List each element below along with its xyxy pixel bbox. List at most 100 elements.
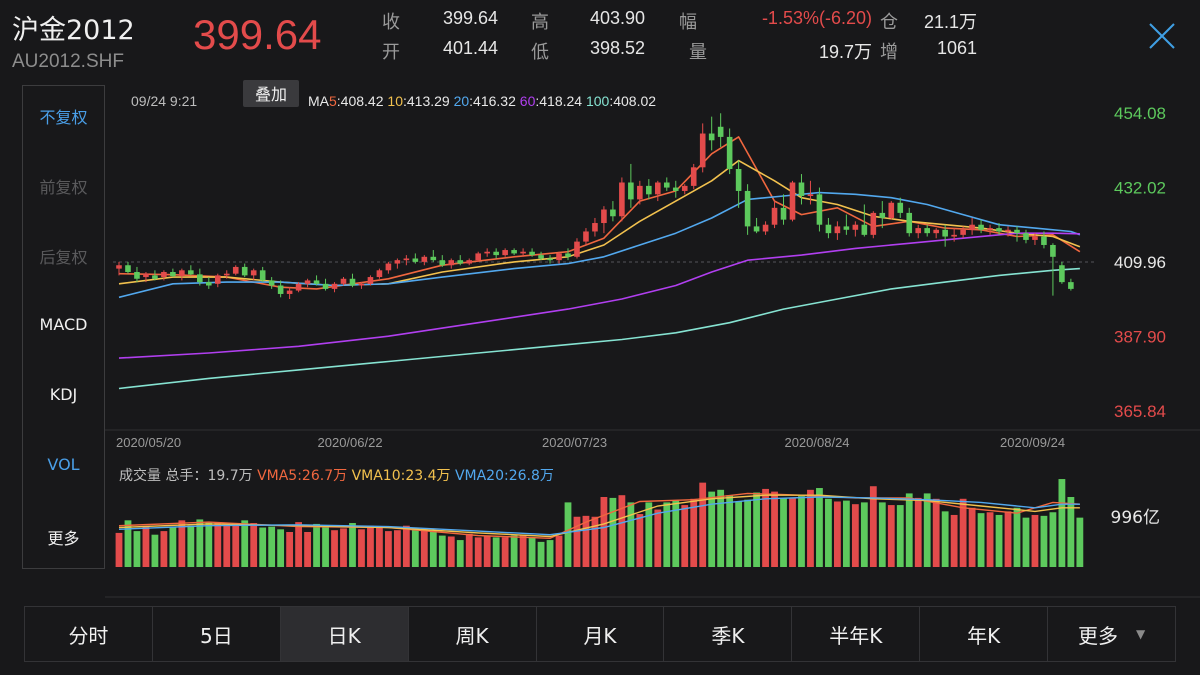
candle-body <box>592 223 598 232</box>
candle <box>134 266 140 283</box>
tab-monthly[interactable]: 月K <box>537 607 665 661</box>
candle <box>834 221 841 240</box>
candle-body <box>843 226 850 230</box>
candle-body <box>969 224 975 230</box>
candle-body <box>834 226 841 234</box>
tab-yearly[interactable]: 年K <box>920 607 1049 661</box>
candle <box>655 180 661 202</box>
volume-bar <box>1031 514 1039 567</box>
candle <box>529 248 535 257</box>
candle <box>286 287 293 300</box>
overlay-button-bg <box>243 80 299 107</box>
stat-label-high: 高 <box>531 12 549 33</box>
volume-bar <box>762 488 769 567</box>
candle <box>520 248 526 257</box>
price-axis-label: 365.84 <box>1114 402 1166 421</box>
volume-bar <box>492 537 500 567</box>
volume-bar <box>178 520 186 567</box>
tab-label: 5日 <box>199 623 233 648</box>
candle <box>951 228 957 242</box>
tab-more[interactable]: 更多 ▼ <box>1048 607 1175 661</box>
candle-body <box>547 258 553 261</box>
candle-body <box>421 256 428 262</box>
side-item-backward-adjust[interactable]: 后复权 <box>39 248 88 267</box>
candle-body <box>340 278 347 284</box>
volume-bar <box>654 509 662 567</box>
side-item-kdj[interactable]: KDJ <box>49 385 78 404</box>
candle <box>457 255 464 266</box>
candle <box>717 113 724 148</box>
candle <box>412 253 419 264</box>
side-item-no-adjust[interactable]: 不复权 <box>39 108 88 127</box>
volume-legend-part: VMA20:26.8万 <box>455 468 554 484</box>
candle-body <box>277 285 284 294</box>
volume-bar <box>196 519 204 567</box>
candle <box>268 277 275 289</box>
candle <box>403 255 410 266</box>
kline-chart[interactable]: 454.08 432.02 409.96 387.90 365.84 2020/05/20… <box>0 0 1200 600</box>
volume-bar <box>510 535 518 567</box>
candle-body <box>744 190 751 227</box>
tab-label: 季K <box>711 623 745 648</box>
volume-bar <box>825 498 832 567</box>
candle <box>924 224 930 237</box>
ma-legend-part: MA <box>308 93 330 109</box>
volume-bar <box>744 499 751 567</box>
tab-half-year[interactable]: 半年K <box>792 607 921 661</box>
volume-bar <box>411 527 419 567</box>
volume-bar <box>573 516 581 567</box>
candle-body <box>996 228 1002 232</box>
volume-bar <box>268 526 276 567</box>
candle-body <box>520 251 526 254</box>
tab-weekly[interactable]: 周K <box>409 607 537 661</box>
candle-body <box>457 260 464 264</box>
candle-body <box>232 266 239 274</box>
candle <box>583 228 589 245</box>
candle-body <box>753 226 760 232</box>
price-axis-label: 432.02 <box>1114 179 1166 198</box>
volume-bar <box>304 532 311 567</box>
side-item-forward-adjust[interactable]: 前复权 <box>39 178 88 197</box>
candle-body <box>403 258 410 261</box>
candle-body <box>152 275 158 279</box>
volume-legend: 成交量 总手：19.7万 VMA5:26.7万 VMA10:23.4万 VMA2… <box>119 467 554 484</box>
candle-body <box>762 224 769 232</box>
side-item-more[interactable]: 更多 <box>47 529 80 548</box>
side-item-macd[interactable]: MACD <box>39 315 88 334</box>
volume-bar <box>789 497 796 567</box>
candle <box>969 217 975 235</box>
candle <box>690 163 697 190</box>
tab-label: 更多 <box>1077 623 1118 648</box>
tab-quarterly[interactable]: 季K <box>664 607 793 661</box>
candle <box>322 278 329 291</box>
tab-label: 分时 <box>68 623 109 648</box>
tab-daily[interactable]: 日K <box>280 607 409 661</box>
stat-value-open: 401.44 <box>442 38 498 58</box>
candle-body <box>430 256 437 261</box>
side-item-vol[interactable]: VOL <box>47 455 80 474</box>
candle-body <box>394 260 401 264</box>
candle-body <box>116 265 122 269</box>
tab-intraday[interactable]: 分时 <box>25 607 153 661</box>
candle <box>493 248 499 259</box>
candle-body <box>1041 236 1047 245</box>
volume-bar <box>735 501 743 567</box>
tab-5day[interactable]: 5日 <box>153 607 281 661</box>
volume-bar <box>780 497 787 567</box>
candle-body <box>628 182 634 200</box>
tab-label: 日K <box>327 623 361 648</box>
candle-body <box>924 228 930 234</box>
volume-bar <box>753 492 760 567</box>
instrument-code: AU2012.SHF <box>12 51 124 72</box>
candle-body <box>690 167 697 186</box>
candle-body <box>367 277 374 284</box>
candle-body <box>1059 265 1065 283</box>
candle-body <box>771 207 778 225</box>
close-button[interactable] <box>1146 20 1178 52</box>
candle <box>780 194 787 225</box>
volume-bar <box>277 529 285 567</box>
overlay-button[interactable]: 叠加 <box>243 80 299 107</box>
candle <box>206 277 212 289</box>
volume-bar <box>842 500 850 567</box>
candle <box>888 201 895 220</box>
